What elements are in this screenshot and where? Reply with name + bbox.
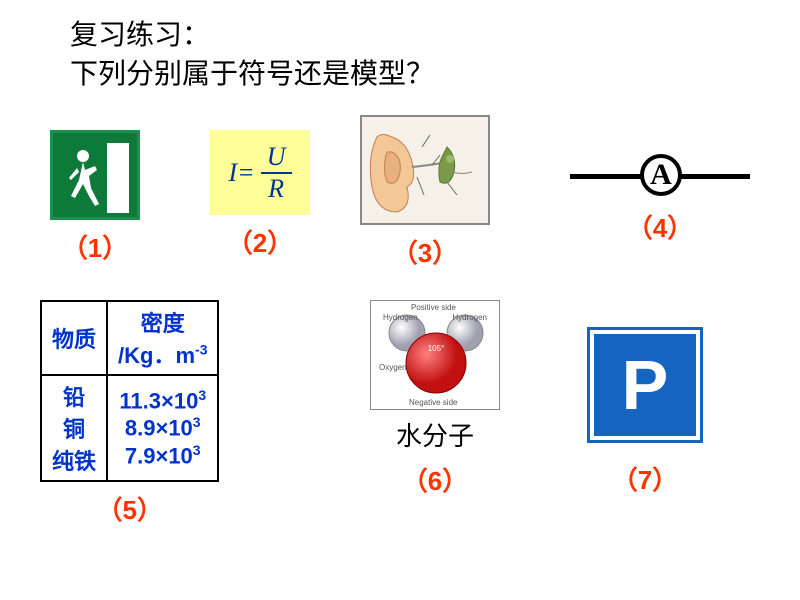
svg-text:105°: 105° — [428, 344, 445, 353]
ear-diagram-box — [360, 115, 490, 225]
item-5-density-table: 物质 密度 /Kg．m-3 铅 铜 纯铁 11.3×103 8.9×103 7.… — [40, 300, 219, 527]
ear-diagram-svg — [362, 117, 490, 225]
formula-fraction: U R — [261, 142, 292, 204]
title-line1: 复习练习： — [70, 15, 434, 54]
item-2-label: （2） — [210, 223, 310, 260]
table-header-density: 密度 /Kg．m-3 — [107, 301, 218, 375]
ammeter-circle: A — [640, 154, 682, 196]
table-header-row: 物质 密度 /Kg．m-3 — [41, 301, 218, 375]
molecule-diagram-box: Positive side 105° Hydrogen Hydrogen Oxy… — [370, 300, 500, 410]
item-1-label: （1） — [50, 228, 140, 265]
formula-box: I = U R — [210, 130, 310, 215]
item-7-parking-sign: P （7） — [590, 330, 700, 497]
parking-letter: P — [622, 345, 669, 425]
item-7-label: （7） — [590, 460, 700, 497]
ammeter-symbol: A — [570, 150, 750, 200]
item-1-exit-sign: （1） — [50, 130, 140, 265]
item-3-label: （3） — [360, 233, 490, 270]
molecule-bottom-label: Negative side — [409, 398, 457, 407]
table-data-row: 铅 铜 纯铁 11.3×103 8.9×103 7.9×103 — [41, 375, 218, 481]
page-title: 复习练习： 下列分别属于符号还是模型？ — [70, 15, 434, 93]
formula-numerator: U — [261, 142, 292, 174]
formula-eq: = — [237, 158, 255, 188]
molecule-top-label: Positive side — [411, 303, 456, 312]
item-6-water-molecule: Positive side 105° Hydrogen Hydrogen Oxy… — [370, 300, 500, 498]
molecule-o-label: Oxygen — [379, 363, 407, 372]
molecule-h2-label: Hydrogen — [452, 313, 487, 322]
exit-door-shape — [107, 143, 129, 213]
molecule-caption: 水分子 — [370, 416, 500, 453]
formula-denominator: R — [261, 174, 292, 204]
item-4-label: （4） — [570, 208, 750, 245]
item-2-formula: I = U R （2） — [210, 130, 310, 260]
item-3-ear-diagram: （3） — [360, 115, 490, 270]
item-5-label: （5） — [40, 490, 219, 527]
table-values-cell: 11.3×103 8.9×103 7.9×103 — [107, 375, 218, 481]
density-table: 物质 密度 /Kg．m-3 铅 铜 纯铁 11.3×103 8.9×103 7.… — [40, 300, 219, 482]
exit-person-icon — [65, 148, 105, 208]
title-line2: 下列分别属于符号还是模型？ — [70, 54, 434, 93]
table-header-material: 物质 — [41, 301, 107, 375]
ammeter-letter: A — [650, 158, 672, 192]
formula-lhs: I — [229, 158, 238, 188]
parking-sign-icon: P — [590, 330, 700, 440]
exit-sign-icon — [50, 130, 140, 220]
table-materials-cell: 铅 铜 纯铁 — [41, 375, 107, 481]
molecule-h1-label: Hydrogen — [383, 313, 418, 322]
item-6-label: （6） — [370, 461, 500, 498]
item-4-ammeter: A （4） — [570, 150, 750, 245]
